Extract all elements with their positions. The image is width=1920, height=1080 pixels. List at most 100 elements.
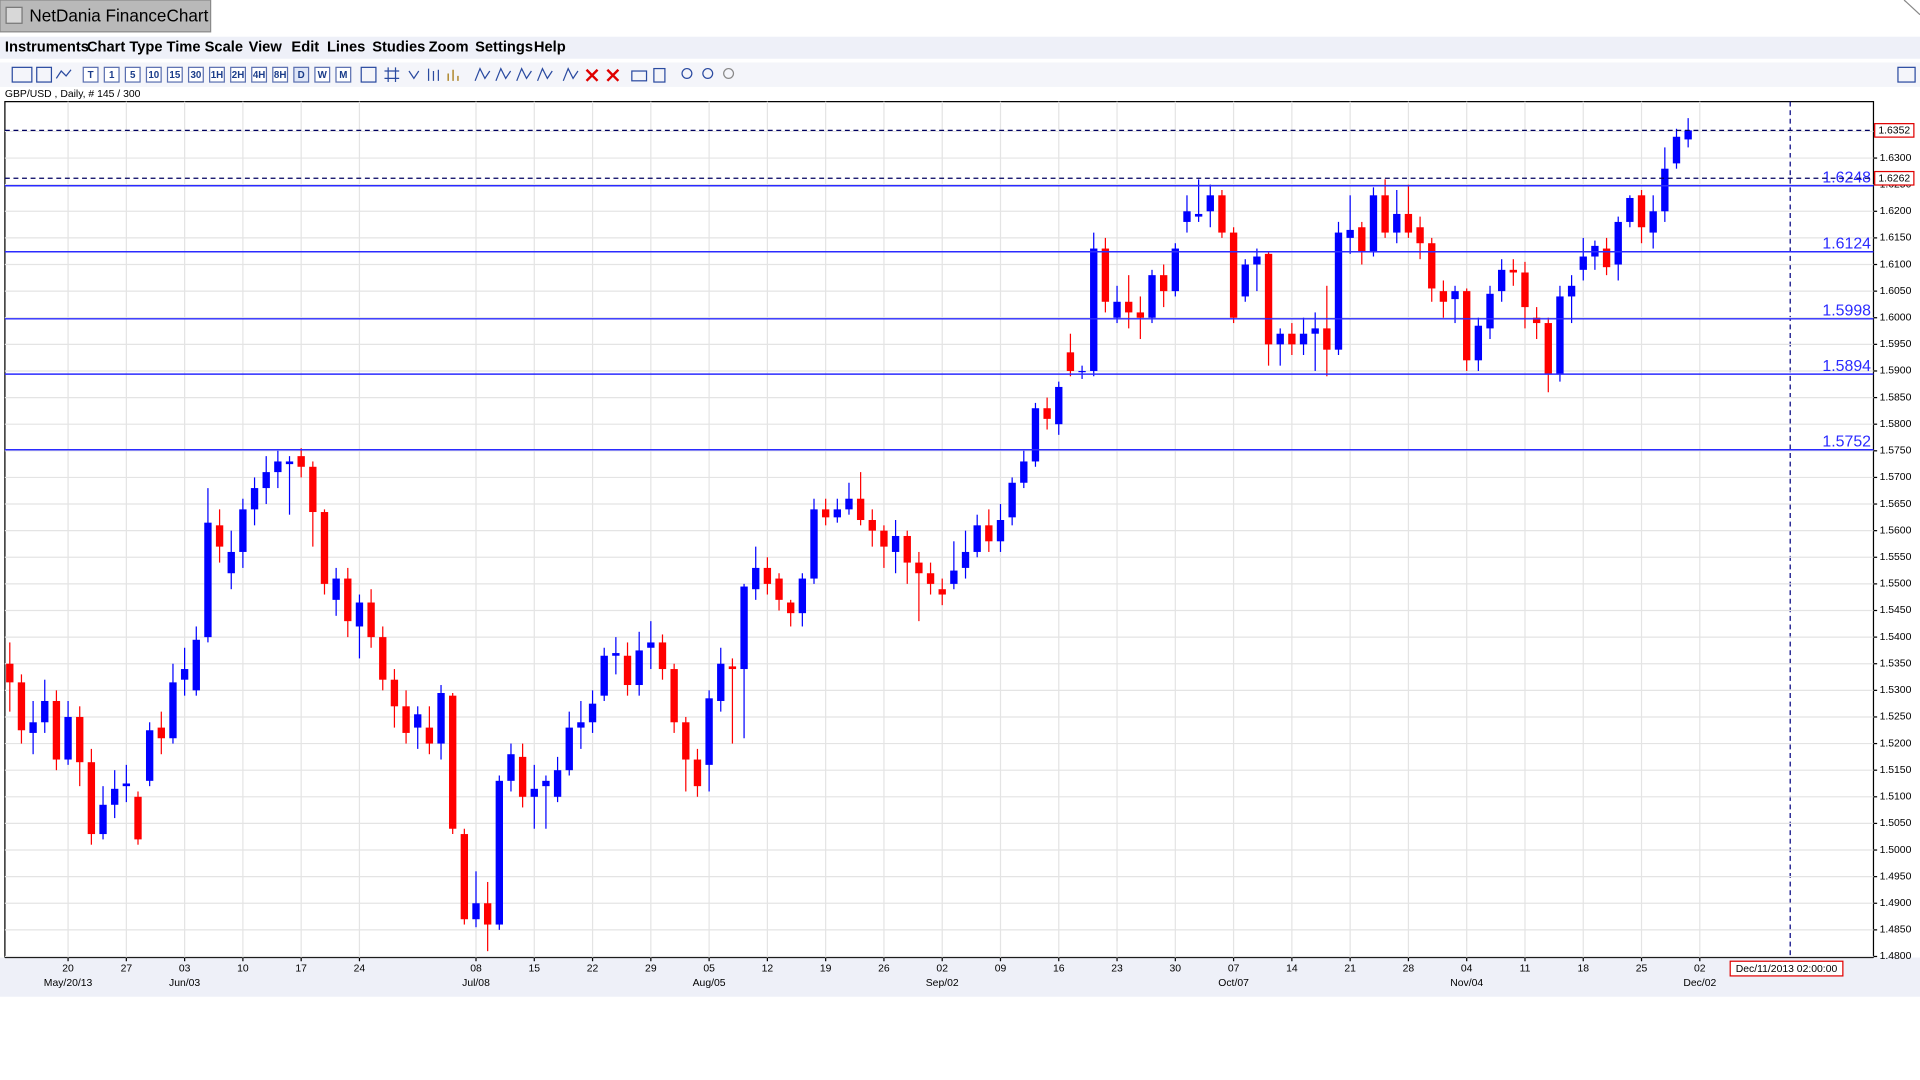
- menu-item[interactable]: Chart Type: [87, 40, 163, 56]
- overlay: 1.6248 1.6124 1.5998 1.5894 1.5752 1.6352 1.62…: [4, 123, 1915, 451]
- candle-body: [297, 456, 305, 467]
- candle-body: [1626, 197, 1634, 222]
- candle-body: [1194, 213, 1203, 217]
- icon: [11, 66, 33, 83]
- candle-body: [1463, 291, 1471, 361]
- candle-body: [355, 602, 364, 627]
- menu-item[interactable]: Time Scale: [167, 40, 243, 56]
- toolbar-button[interactable]: [230, 66, 246, 83]
- toolbar-button[interactable]: [82, 66, 99, 83]
- icon: [702, 67, 714, 79]
- icon: [585, 68, 599, 82]
- toolbar-button[interactable]: [187, 66, 204, 83]
- x-major-label: Dec/02: [1683, 978, 1716, 989]
- candle-body: [1218, 195, 1226, 233]
- candle-body: [1521, 272, 1529, 308]
- candle-body: [495, 780, 503, 925]
- candle-body: [1078, 370, 1086, 373]
- x-tick-label: 16: [1053, 963, 1065, 974]
- candle-body: [1439, 291, 1448, 302]
- y-tick-label: 1.5050: [1880, 818, 1912, 829]
- candle-body: [1567, 285, 1576, 297]
- candle-body: [647, 642, 655, 648]
- candle-body: [950, 570, 958, 584]
- level-label: 1.6248: [1822, 170, 1871, 187]
- toolbar-button[interactable]: [272, 66, 289, 83]
- candle-body: [285, 461, 294, 465]
- candle-body: [1334, 232, 1343, 350]
- toolbar-label: 15: [169, 70, 180, 81]
- candle-body: [635, 650, 643, 686]
- y-tick-label: 1.5500: [1880, 579, 1912, 590]
- candle-body: [169, 682, 177, 739]
- x-tick-label: 05: [703, 963, 715, 974]
- menu-item[interactable]: Settings: [475, 40, 533, 56]
- toolbar-label: 8H: [274, 70, 287, 81]
- candle-body: [274, 461, 282, 473]
- candle-body: [518, 756, 527, 797]
- y-tick-label: 1.5100: [1880, 792, 1912, 803]
- menu-item[interactable]: Instruments: [5, 40, 89, 56]
- toolbar-button[interactable]: [166, 66, 183, 83]
- icon: [384, 67, 400, 83]
- candle-body: [134, 796, 142, 840]
- candle-body: [752, 567, 760, 590]
- candle-body: [390, 679, 399, 707]
- toolbar-button[interactable]: [251, 66, 268, 83]
- menu-item[interactable]: Lines: [327, 40, 365, 56]
- x-tick-label: 14: [1286, 963, 1298, 974]
- toolbar-label: 1: [109, 70, 115, 81]
- candle-body: [1579, 256, 1587, 270]
- candle-body: [600, 655, 608, 696]
- candle-body: [1229, 232, 1238, 318]
- menu-item[interactable]: Help: [534, 40, 566, 56]
- candle-body: [577, 722, 585, 728]
- candle-body: [1253, 256, 1261, 265]
- candle-body: [1159, 275, 1168, 292]
- toolbar-button[interactable]: [293, 66, 310, 83]
- x-tick-label: 22: [587, 963, 599, 974]
- candle-body: [1393, 213, 1401, 233]
- y-tick-label: 1.5300: [1880, 685, 1912, 696]
- toolbar-label: M: [339, 70, 347, 81]
- toolbar-button[interactable]: [124, 66, 141, 83]
- level-label: 1.5998: [1822, 303, 1871, 320]
- x-major-label: Oct/07: [1218, 978, 1249, 989]
- candle-body: [41, 700, 49, 723]
- candle-body: [29, 722, 37, 733]
- candle-body: [483, 903, 492, 925]
- toolbar-button[interactable]: [145, 66, 162, 83]
- toolbar-label: 1H: [211, 70, 224, 81]
- candle-body: [1125, 301, 1133, 313]
- plot-area: [4, 101, 1875, 959]
- toolbar-icons: [11, 66, 1916, 83]
- menu-item[interactable]: Zoom: [429, 40, 469, 56]
- candles: [6, 118, 1692, 952]
- toolbar-button[interactable]: [209, 66, 225, 83]
- candle-body: [717, 663, 725, 701]
- candle-body: [1474, 325, 1483, 361]
- icon: [606, 68, 620, 82]
- toolbar-button[interactable]: [335, 66, 352, 83]
- candle-body: [1672, 136, 1681, 164]
- price-tag: [1874, 123, 1915, 138]
- y-tick-label: 1.6200: [1880, 206, 1912, 217]
- candle-body: [740, 586, 748, 670]
- x-tick-label: 23: [1111, 963, 1123, 974]
- candle-body: [821, 509, 830, 518]
- candle-body: [1206, 195, 1214, 212]
- candle-body: [1276, 333, 1284, 345]
- price-tag-label: 1.6352: [1878, 126, 1910, 137]
- candle-body: [1532, 317, 1541, 324]
- y-tick-label: 1.5750: [1880, 446, 1912, 457]
- candle-body: [379, 637, 387, 680]
- toolbar-button[interactable]: [103, 66, 120, 83]
- cursor-time: Dec/11/2013 02:00:00: [1736, 964, 1838, 975]
- toolbar-label: 5: [130, 70, 136, 81]
- toolbar-button[interactable]: [314, 66, 331, 83]
- y-tick-label: 1.5350: [1880, 658, 1912, 669]
- menu-item[interactable]: View: [249, 40, 283, 56]
- menu-item[interactable]: Edit: [291, 40, 319, 56]
- y-tick-label: 1.5000: [1880, 845, 1912, 856]
- menu-item[interactable]: Studies: [372, 40, 425, 56]
